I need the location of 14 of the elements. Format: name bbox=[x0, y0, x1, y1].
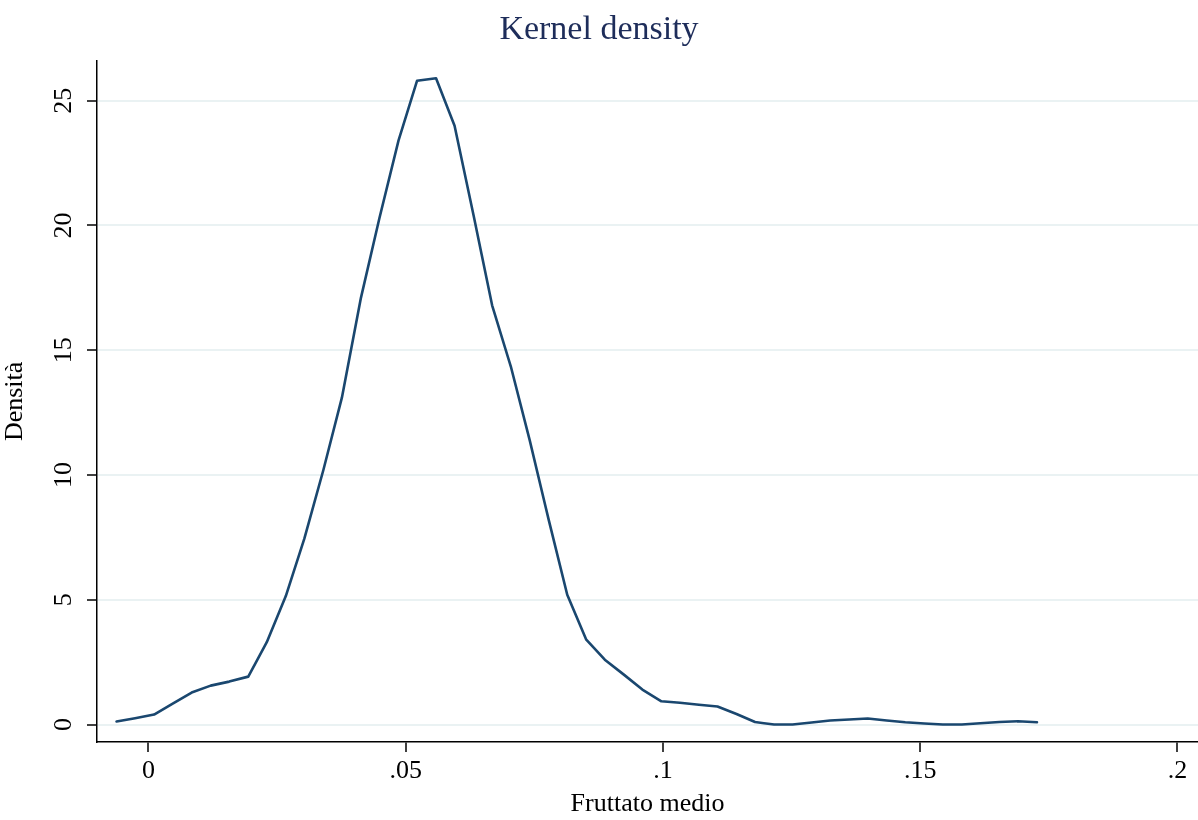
x-tick-label: .1 bbox=[653, 755, 673, 785]
chart-title: Kernel density bbox=[499, 9, 699, 47]
x-tick-label: .2 bbox=[1167, 755, 1188, 785]
x-tick-label: .15 bbox=[903, 755, 937, 785]
y-axis-title: Densità bbox=[0, 361, 29, 442]
y-tick-label: 20 bbox=[47, 212, 77, 239]
y-tick-label: 5 bbox=[47, 593, 77, 607]
y-tick-label: 10 bbox=[47, 462, 77, 489]
y-tick-label: 15 bbox=[47, 337, 77, 364]
y-tick-label: 25 bbox=[47, 87, 77, 114]
x-tick-label: 0 bbox=[141, 755, 155, 785]
y-tick-label: 0 bbox=[47, 718, 77, 732]
x-tick-label: .05 bbox=[389, 755, 422, 785]
x-axis-title: Fruttato medio bbox=[570, 788, 725, 818]
